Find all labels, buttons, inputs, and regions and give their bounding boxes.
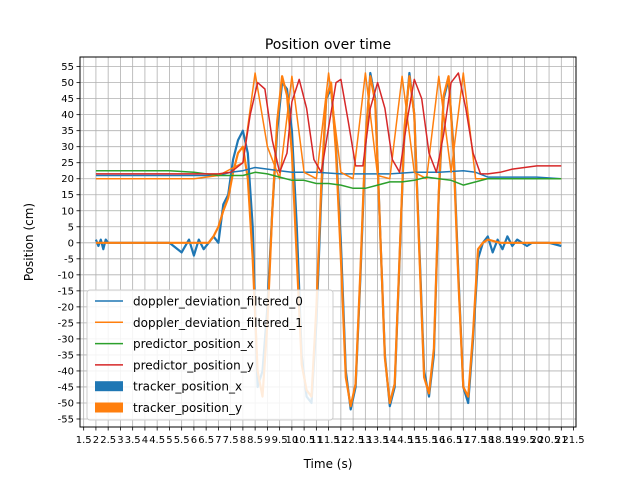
y-tick-label: -5 — [64, 254, 74, 265]
legend-label: predictor_position_y — [133, 358, 254, 372]
x-tick-label: 4 — [142, 435, 148, 446]
y-tick-label: -35 — [58, 350, 74, 361]
y-tick-label: -50 — [58, 398, 74, 409]
y-tick-label: -25 — [58, 318, 74, 329]
y-tick-label: -10 — [58, 270, 74, 281]
x-tick-label: 6 — [191, 435, 197, 446]
x-tick-label: 21.5 — [562, 435, 584, 446]
y-tick-label: -30 — [58, 334, 74, 345]
y-tick-label: 40 — [61, 110, 74, 121]
x-axis-label: Time (s) — [303, 457, 353, 471]
y-tick-label: -20 — [58, 302, 74, 313]
y-tick-label: 15 — [61, 190, 74, 201]
y-tick-label: 55 — [61, 62, 74, 73]
x-tick-label: 4.5 — [149, 435, 165, 446]
legend-label: tracker_position_y — [133, 401, 242, 415]
legend-swatch — [95, 403, 123, 413]
legend-label: tracker_position_x — [133, 380, 242, 394]
y-tick-label: -55 — [58, 414, 74, 425]
y-tick-label: 0 — [68, 238, 74, 249]
x-tick-label: 5 — [166, 435, 172, 446]
x-tick-label: 5.5 — [174, 435, 190, 446]
x-tick-label: 6.5 — [198, 435, 214, 446]
y-axis-label: Position (cm) — [22, 203, 36, 281]
legend-label: doppler_deviation_filtered_1 — [133, 316, 303, 330]
x-tick-label: 7 — [215, 435, 221, 446]
legend-label: doppler_deviation_filtered_0 — [133, 295, 303, 309]
y-tick-label: 35 — [61, 126, 74, 137]
y-tick-label: 10 — [61, 206, 74, 217]
y-tick-label: -15 — [58, 286, 74, 297]
y-tick-label: 30 — [61, 142, 74, 153]
x-tick-label: 3.5 — [125, 435, 141, 446]
y-tick-label: 45 — [61, 94, 74, 105]
x-tick-label: 1.5 — [76, 435, 92, 446]
y-tick-label: -40 — [58, 366, 74, 377]
y-tick-label: 50 — [61, 78, 74, 89]
legend-swatch — [95, 381, 123, 391]
y-tick-label: -45 — [58, 382, 74, 393]
y-tick-label: 5 — [68, 222, 74, 233]
x-tick-label: 3 — [117, 435, 123, 446]
chart-title: Position over time — [265, 37, 391, 53]
x-tick-label: 8 — [240, 435, 246, 446]
x-tick-label: 2 — [93, 435, 99, 446]
y-tick-label: 25 — [61, 158, 74, 169]
legend-label: predictor_position_x — [133, 337, 254, 351]
x-tick-label: 2.5 — [100, 435, 116, 446]
y-tick-label: 20 — [61, 174, 74, 185]
x-tick-label: 9 — [264, 435, 270, 446]
x-tick-label: 8.5 — [247, 435, 263, 446]
x-tick-label: 7.5 — [223, 435, 239, 446]
legend: doppler_deviation_filtered_0 doppler_devi… — [87, 290, 333, 420]
